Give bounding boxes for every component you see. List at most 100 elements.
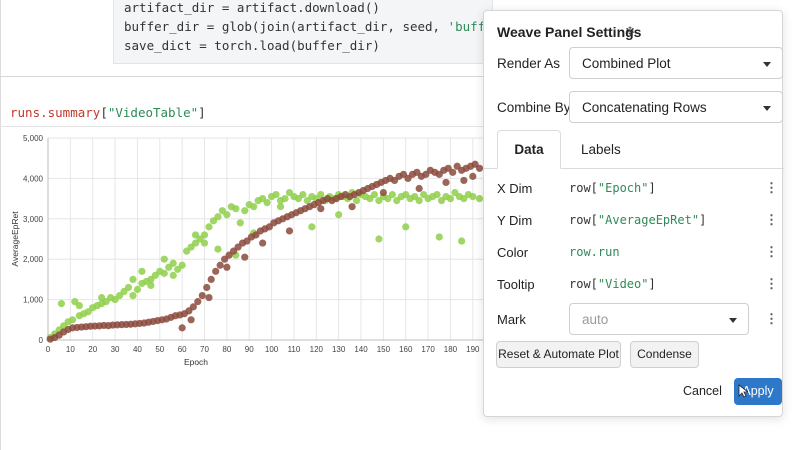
x-tick-label: 110 [288, 345, 301, 354]
tab-bar-line [484, 168, 784, 169]
x-tick-label: 170 [421, 345, 435, 354]
mark-placeholder: auto [582, 312, 609, 327]
data-point-green [160, 255, 168, 263]
x-dim-expression[interactable]: row["Epoch"] [569, 181, 656, 195]
tab-data[interactable]: Data [497, 130, 561, 169]
data-point-green [129, 275, 137, 283]
chevron-down-icon [763, 62, 771, 67]
data-point-green [263, 199, 271, 207]
reset-automate-button[interactable]: Reset & Automate Plot [496, 341, 621, 368]
data-point-green [250, 203, 258, 211]
data-point-green [402, 223, 410, 231]
data-point-green [138, 267, 146, 275]
data-point-brown [317, 205, 325, 213]
data-point-green [276, 203, 285, 211]
data-point-brown [259, 239, 267, 247]
data-point-green [433, 190, 441, 199]
data-point-brown [189, 303, 197, 311]
x-tick-label: 20 [88, 345, 97, 354]
x-tick-label: 180 [444, 345, 458, 354]
y-tick-label: 3,000 [23, 215, 44, 224]
cancel-button[interactable]: Cancel [683, 384, 722, 398]
mark-select[interactable]: auto [569, 303, 749, 335]
data-point-brown [475, 164, 484, 172]
data-point-green [169, 259, 177, 267]
data-point-green [129, 291, 137, 300]
tab-labels[interactable]: Labels [581, 142, 621, 157]
data-point-brown [194, 298, 202, 306]
data-point-brown [207, 275, 215, 283]
data-point-brown [178, 324, 186, 332]
weave-panel-settings: Weave Panel Settings ❄ Render As Combine… [483, 10, 784, 417]
query-divider [0, 126, 484, 127]
data-point-green [281, 195, 289, 203]
data-point-green [415, 197, 423, 205]
data-point-brown [198, 291, 206, 300]
data-point-green [124, 283, 133, 292]
data-point-green [200, 239, 209, 247]
data-point-green [335, 211, 343, 219]
data-point-brown [212, 267, 220, 275]
tooltip-menu-icon[interactable]: ⋮ [765, 276, 778, 291]
left-border [0, 0, 1, 450]
data-point-green [469, 192, 477, 201]
mark-menu-icon[interactable]: ⋮ [765, 311, 778, 326]
code-cell[interactable]: artifact_dir = artifact.download() buffe… [113, 0, 538, 64]
data-point-green [147, 281, 155, 290]
data-point-brown [241, 253, 249, 261]
x-tick-label: 70 [200, 345, 209, 354]
color-menu-icon[interactable]: ⋮ [765, 244, 778, 259]
y-tick-label: 4,000 [23, 174, 44, 183]
data-point-brown [285, 227, 294, 235]
data-point-brown [449, 168, 457, 176]
color-expression[interactable]: row.run [569, 245, 620, 259]
mark-label: Mark [497, 312, 526, 327]
chevron-down-icon [729, 318, 737, 323]
data-point-green [241, 207, 249, 215]
scatter-chart[interactable]: 0 10 20 30 40 50 60 70 80 90 100 110 120 130 140 150 160… [0, 128, 484, 450]
combine-by-value: Concatenating Rows [582, 100, 707, 115]
cell-divider [0, 76, 484, 77]
data-point-green [370, 190, 379, 199]
render-as-value: Combined Plot [582, 56, 671, 71]
data-point-green [133, 285, 142, 294]
snowflake-icon[interactable]: ❄ [625, 24, 636, 38]
tooltip-expression[interactable]: row["Video"] [569, 277, 656, 291]
y-dim-menu-icon[interactable]: ⋮ [765, 212, 778, 227]
y-dim-expression[interactable]: row["AverageEpRet"] [569, 213, 707, 227]
x-tick-label: 90 [245, 345, 254, 354]
data-point-green [232, 205, 240, 213]
condense-button[interactable]: Condense [630, 341, 699, 368]
x-tick-label: 50 [155, 345, 164, 354]
combine-by-select[interactable]: Concatenating Rows [569, 91, 783, 123]
tooltip-label: Tooltip [497, 277, 535, 292]
data-point-brown [379, 188, 387, 197]
code-line-1: artifact_dir = artifact.download() [124, 0, 380, 15]
x-tick-label: 0 [46, 345, 51, 354]
data-point-green [352, 197, 361, 205]
data-point-green [308, 223, 316, 231]
x-tick-label: 130 [332, 345, 346, 354]
code-line-2: buffer_dir = glob(join(artifact_dir, see… [124, 19, 538, 34]
y-tick-label: 0 [39, 336, 44, 345]
data-point-brown [460, 176, 468, 185]
x-dim-menu-icon[interactable]: ⋮ [765, 180, 778, 195]
render-as-select[interactable]: Combined Plot [569, 47, 783, 79]
x-tick-label: 190 [466, 345, 480, 354]
x-axis-label: Epoch [184, 357, 208, 367]
y-tick-label: 2,000 [23, 255, 44, 264]
data-point-green [169, 271, 177, 279]
data-point-brown [216, 261, 224, 269]
data-point-green [446, 195, 455, 203]
y-tick-label: 5,000 [23, 134, 44, 143]
x-tick-label: 160 [399, 345, 413, 354]
x-tick-label: 100 [265, 345, 279, 354]
data-point-brown [415, 184, 423, 193]
data-point-brown [203, 283, 211, 292]
data-point-green [200, 231, 209, 239]
data-point-green [317, 190, 325, 199]
chevron-down-icon [763, 106, 771, 111]
weave-query-expression[interactable]: runs.summary["VideoTable"] [10, 105, 206, 120]
x-tick-label: 150 [377, 345, 391, 354]
data-point-green [214, 245, 222, 253]
